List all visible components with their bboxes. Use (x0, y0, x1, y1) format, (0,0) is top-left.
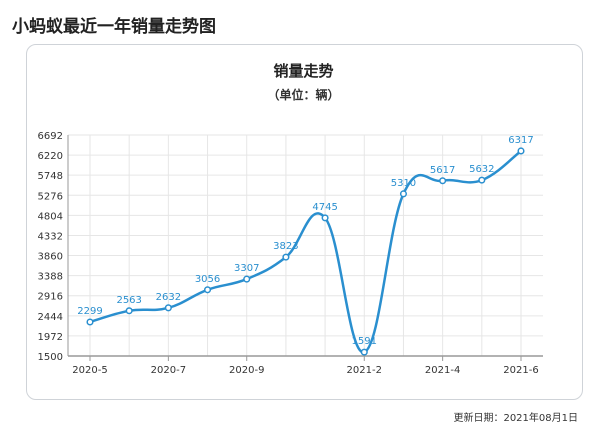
y-tick-label: 6692 (38, 131, 63, 142)
data-label: 2632 (156, 292, 181, 303)
chart-subtitle: （单位：辆） (267, 88, 340, 102)
y-tick-label: 4332 (38, 231, 63, 242)
data-point (439, 177, 447, 185)
data-point (243, 275, 251, 283)
y-tick-label: 2916 (38, 292, 63, 303)
x-tick-label: 2021-4 (425, 365, 460, 376)
y-tick-label: 5748 (38, 171, 63, 182)
data-label: 5310 (391, 178, 416, 189)
y-tick-label: 3860 (38, 252, 63, 263)
y-tick-label: 2444 (38, 312, 63, 323)
data-point (164, 304, 172, 312)
data-label: 2563 (116, 295, 141, 306)
data-label: 2299 (77, 306, 102, 317)
page-title: 小蚂蚁最近一年销量走势图 (12, 17, 216, 37)
data-label: 6317 (508, 135, 533, 146)
data-point (125, 307, 133, 315)
x-tick-label: 2020-5 (72, 365, 107, 376)
y-tick-label: 4804 (38, 211, 63, 222)
x-tick-label: 2020-9 (229, 365, 264, 376)
data-label: 1591 (352, 336, 377, 347)
chart-card (26, 44, 583, 400)
y-tick-label: 1500 (38, 352, 63, 363)
x-tick-label: 2021-2 (347, 365, 382, 376)
data-label: 5632 (469, 164, 494, 175)
data-point (517, 147, 525, 155)
x-tick-label: 2020-7 (151, 365, 186, 376)
data-label: 4745 (312, 202, 337, 213)
data-label: 5617 (430, 165, 455, 176)
x-tick-label: 2021-6 (503, 365, 538, 376)
chart-title: 销量走势 (273, 62, 334, 80)
data-label: 3823 (273, 241, 298, 252)
y-tick-label: 6220 (38, 151, 63, 162)
data-point (203, 286, 212, 294)
data-label: 3056 (195, 274, 220, 285)
y-tick-label: 3388 (38, 272, 63, 283)
data-point (478, 176, 486, 184)
update-date: 更新日期：2021年08月1日 (453, 413, 578, 424)
data-point (321, 214, 329, 222)
data-label: 3307 (234, 263, 259, 274)
data-point (282, 253, 290, 261)
y-tick-label: 1972 (38, 332, 63, 343)
data-point (360, 348, 368, 356)
y-tick-label: 5276 (38, 191, 63, 202)
series-line (89, 149, 522, 354)
data-point (86, 318, 94, 326)
data-point (399, 190, 408, 198)
